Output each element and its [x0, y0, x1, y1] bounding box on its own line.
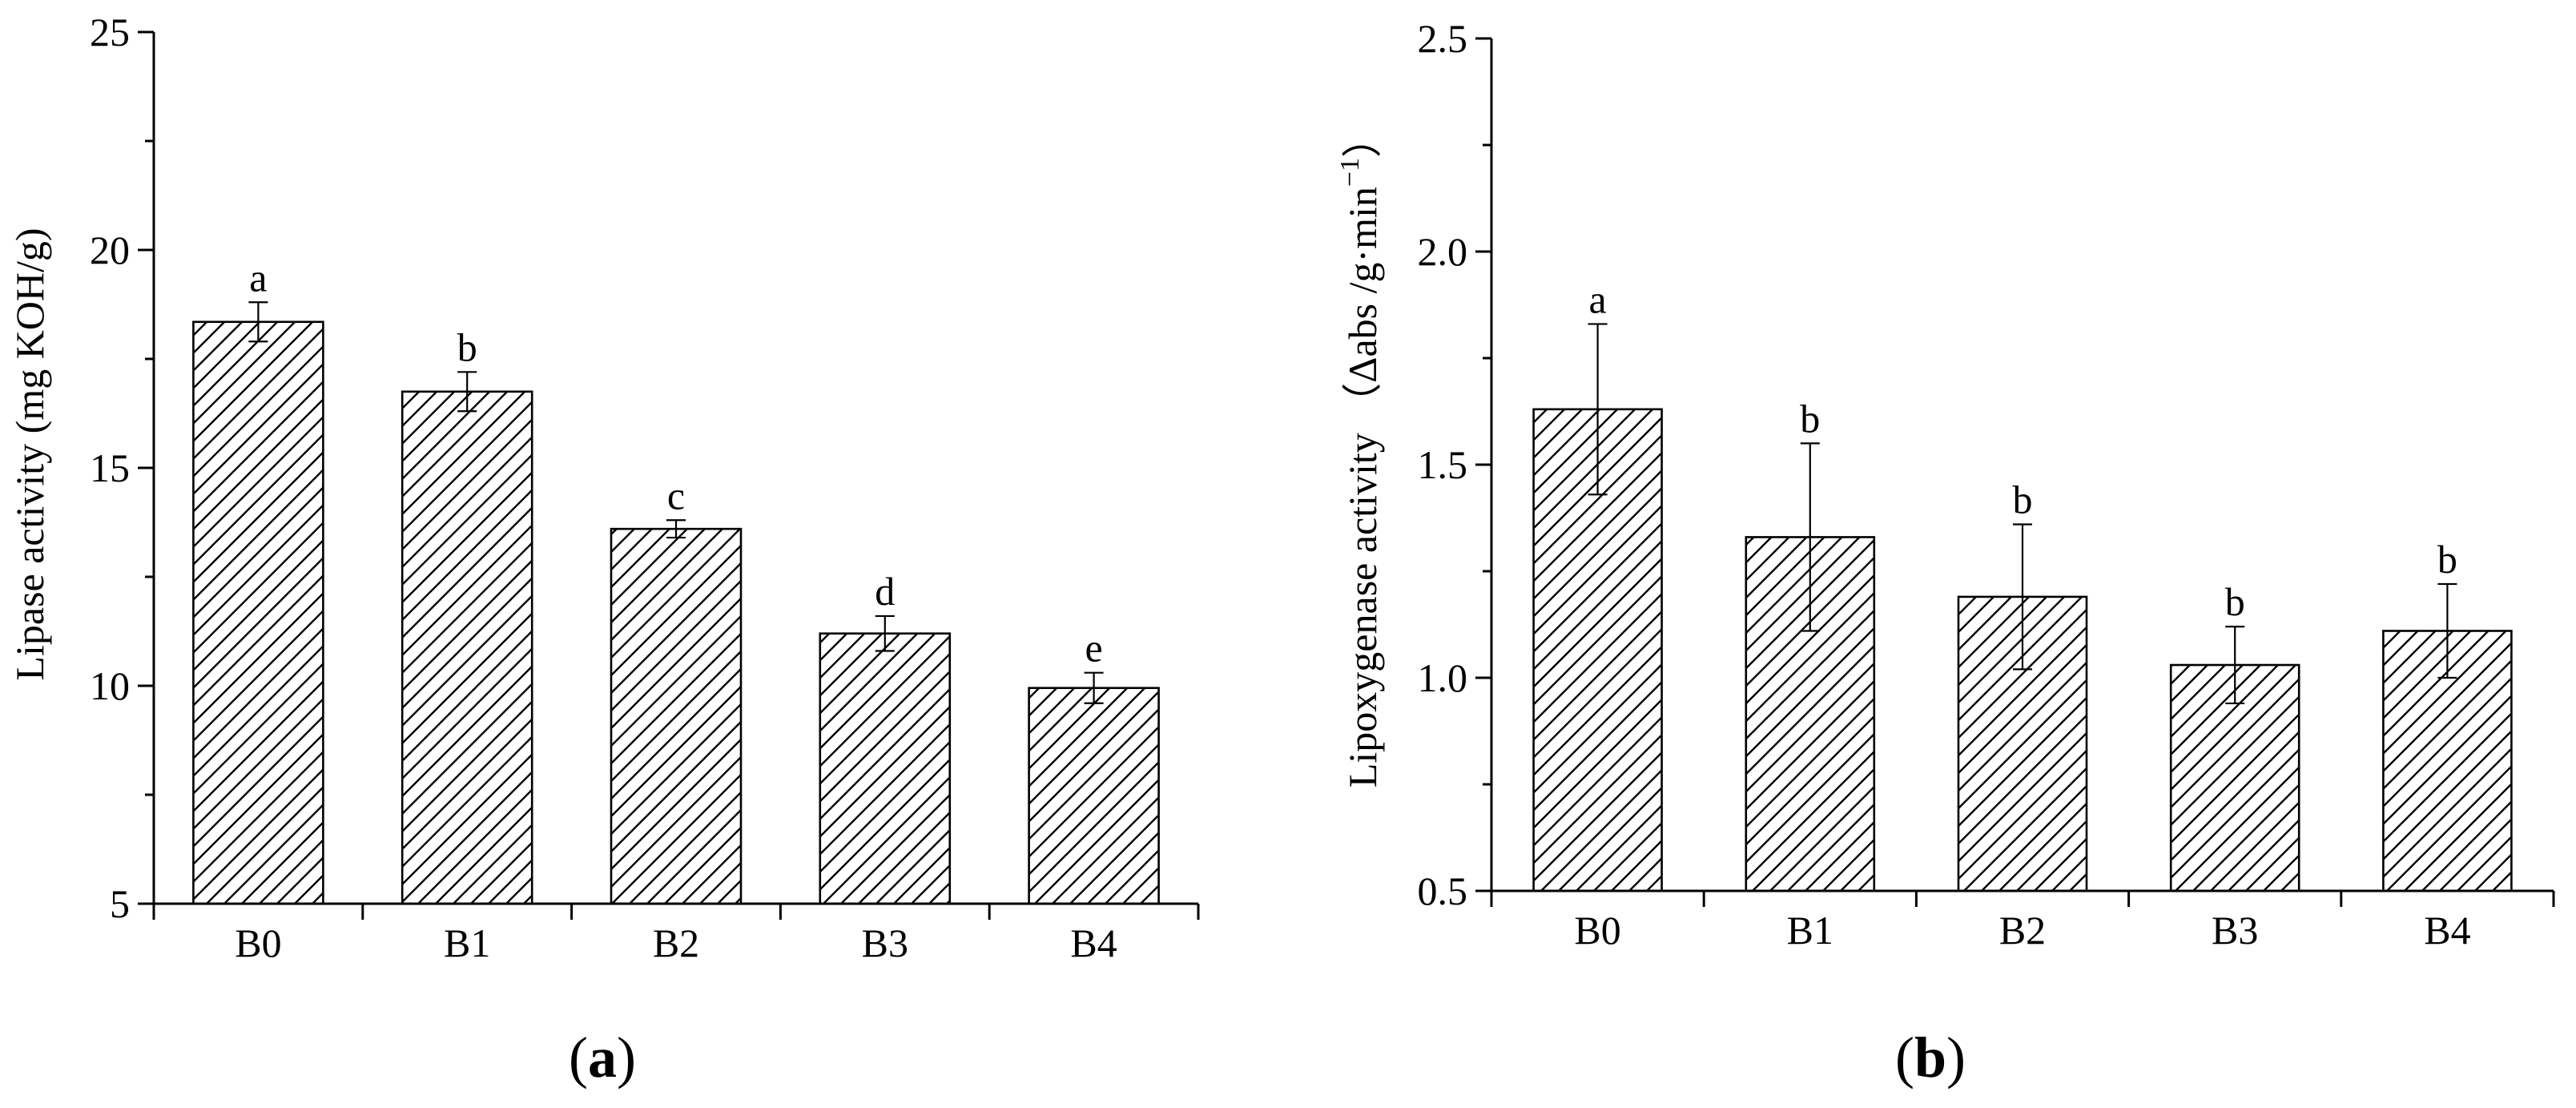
chart-a-y-tick-label: 25	[90, 10, 130, 54]
chart-a-significance-b0: a	[249, 255, 267, 300]
chart-a-category-label-b4: B4	[1070, 921, 1117, 965]
chart-b-significance-b0: a	[1588, 276, 1606, 321]
chart-b-y-axis-title-main: Lipoxygenase activity （Δabs /g·min	[1340, 187, 1385, 788]
chart-a-significance-b4: e	[1085, 626, 1102, 671]
chart-b-category-label-b3: B3	[2212, 908, 2258, 953]
chart-a: a b c d e B0 B1 B2 B3 B4 5 10 15 20 25 Lipase activit…	[7, 10, 1200, 1090]
chart-b-error-bar-b4	[2437, 582, 2457, 679]
chart-a-bar-b0	[192, 320, 324, 905]
chart-b-error-bar-b1	[1800, 442, 1820, 632]
chart-b-ticks: B0 B1 B2 B3 B4 0.5 1.0 1.5 2.0 2.5	[1418, 16, 2471, 953]
chart-a-error-bar-b1	[457, 371, 477, 413]
chart-b-bars	[1532, 408, 2513, 892]
chart-a-error-bars	[248, 301, 1104, 704]
chart-b-y-axis-title-superscript: −1	[1335, 158, 1365, 187]
chart-b-error-bars	[1588, 323, 2457, 705]
chart-a-significance-labels: a b c d e	[249, 255, 1102, 670]
chart-a-error-bar-b3	[875, 614, 895, 652]
chart-b-y-tick-label: 1.5	[1418, 442, 1468, 487]
chart-a-category-label-b2: B2	[653, 921, 699, 965]
chart-a-bar-b1	[400, 390, 533, 905]
chart-b-axes	[1475, 37, 2555, 907]
chart-a-bars	[192, 320, 1160, 905]
chart-a-bar-b2	[610, 527, 743, 905]
chart-a-panel-letter: a	[588, 1025, 617, 1090]
chart-b-significance-b2: b	[2013, 477, 2033, 522]
chart-b-category-label-b4: B4	[2424, 908, 2470, 953]
chart-a-bar-b4	[1028, 687, 1160, 905]
chart-a-panel-label: (a)	[569, 1025, 636, 1090]
chart-b-y-tick-label: 0.5	[1418, 868, 1468, 913]
chart-b-category-label-b2: B2	[1999, 908, 2046, 953]
chart-a-category-label-b0: B0	[235, 921, 281, 965]
chart-a-significance-b2: c	[667, 473, 685, 518]
chart-b-significance-b3: b	[2225, 579, 2245, 624]
chart-a-error-bar-b0	[248, 301, 268, 343]
chart-b-significance-b4: b	[2437, 537, 2457, 582]
chart-b-error-bar-b3	[2225, 626, 2245, 705]
chart-b-y-axis-title: Lipoxygenase activity （Δabs /g·min−1）	[1335, 118, 1385, 788]
chart-b: a b b b b B0 B1 B2 B3 B4 0.5 1.0 1.5 2.0 2.5 Lipoxyge…	[1335, 16, 2555, 1090]
chart-a-category-label-b1: B1	[444, 921, 490, 965]
chart-b-error-bar-b0	[1588, 323, 1608, 496]
chart-b-significance-labels: a b b b b	[1588, 276, 2457, 624]
chart-a-axes	[138, 30, 1200, 920]
chart-a-y-tick-label: 15	[90, 445, 130, 490]
chart-b-category-label-b1: B1	[1787, 908, 1833, 953]
chart-a-significance-b1: b	[457, 324, 477, 369]
chart-a-y-tick-label: 20	[90, 228, 130, 272]
chart-b-panel-label: (b)	[1895, 1025, 1966, 1090]
chart-b-category-label-b0: B0	[1574, 908, 1620, 953]
chart-a-category-label-b3: B3	[862, 921, 908, 965]
chart-a-error-bar-b2	[666, 519, 686, 539]
chart-a-y-axis-title: Lipase activity (mg KOH/g)	[7, 228, 52, 680]
chart-b-y-tick-label: 2.5	[1418, 16, 1468, 61]
chart-a-bar-b3	[819, 632, 952, 905]
chart-a-significance-b3: d	[875, 569, 895, 614]
chart-b-y-tick-label: 2.0	[1418, 229, 1468, 274]
chart-b-y-tick-label: 1.0	[1418, 655, 1468, 700]
chart-a-y-tick-label: 5	[110, 881, 130, 926]
chart-a-y-tick-label: 10	[90, 663, 130, 708]
chart-b-y-axis-title-close: ）	[1340, 118, 1385, 158]
chart-a-ticks: B0 B1 B2 B3 B4 5 10 15 20 25	[90, 10, 1117, 965]
chart-a-error-bar-b4	[1084, 671, 1104, 704]
chart-b-significance-b1: b	[1800, 396, 1820, 441]
chart-b-panel-letter: b	[1914, 1025, 1946, 1090]
chart-b-error-bar-b2	[2013, 523, 2032, 671]
